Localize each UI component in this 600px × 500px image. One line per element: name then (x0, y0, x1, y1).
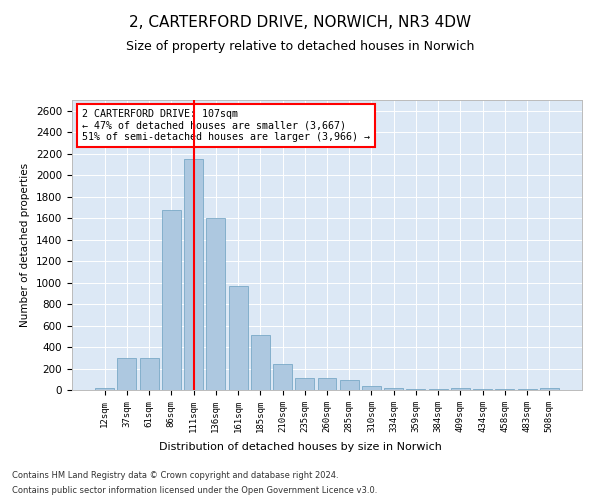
Bar (540, 388, 559, 390)
Text: 2 CARTERFORD DRIVE: 107sqm
← 47% of detached houses are smaller (3,667)
51% of s: 2 CARTERFORD DRIVE: 107sqm ← 47% of deta… (82, 108, 370, 142)
Bar (451, 388, 470, 390)
Text: Size of property relative to detached houses in Norwich: Size of property relative to detached ho… (126, 40, 474, 53)
Bar (162, 210, 181, 390)
Bar (362, 386, 381, 390)
Bar (273, 364, 292, 390)
Text: Contains HM Land Registry data © Crown copyright and database right 2024.: Contains HM Land Registry data © Crown c… (12, 471, 338, 480)
Bar (251, 335, 270, 390)
Bar (317, 378, 337, 390)
Bar (384, 388, 403, 390)
Bar (206, 218, 225, 390)
Bar (295, 378, 314, 390)
Text: Contains public sector information licensed under the Open Government Licence v3: Contains public sector information licen… (12, 486, 377, 495)
Bar (118, 358, 136, 390)
Bar (229, 286, 248, 390)
Y-axis label: Number of detached properties: Number of detached properties (20, 163, 31, 327)
Text: 2, CARTERFORD DRIVE, NORWICH, NR3 4DW: 2, CARTERFORD DRIVE, NORWICH, NR3 4DW (129, 15, 471, 30)
Text: Distribution of detached houses by size in Norwich: Distribution of detached houses by size … (158, 442, 442, 452)
Bar (140, 358, 158, 390)
Bar (340, 380, 359, 390)
Bar (184, 159, 203, 390)
Bar (95, 388, 114, 390)
